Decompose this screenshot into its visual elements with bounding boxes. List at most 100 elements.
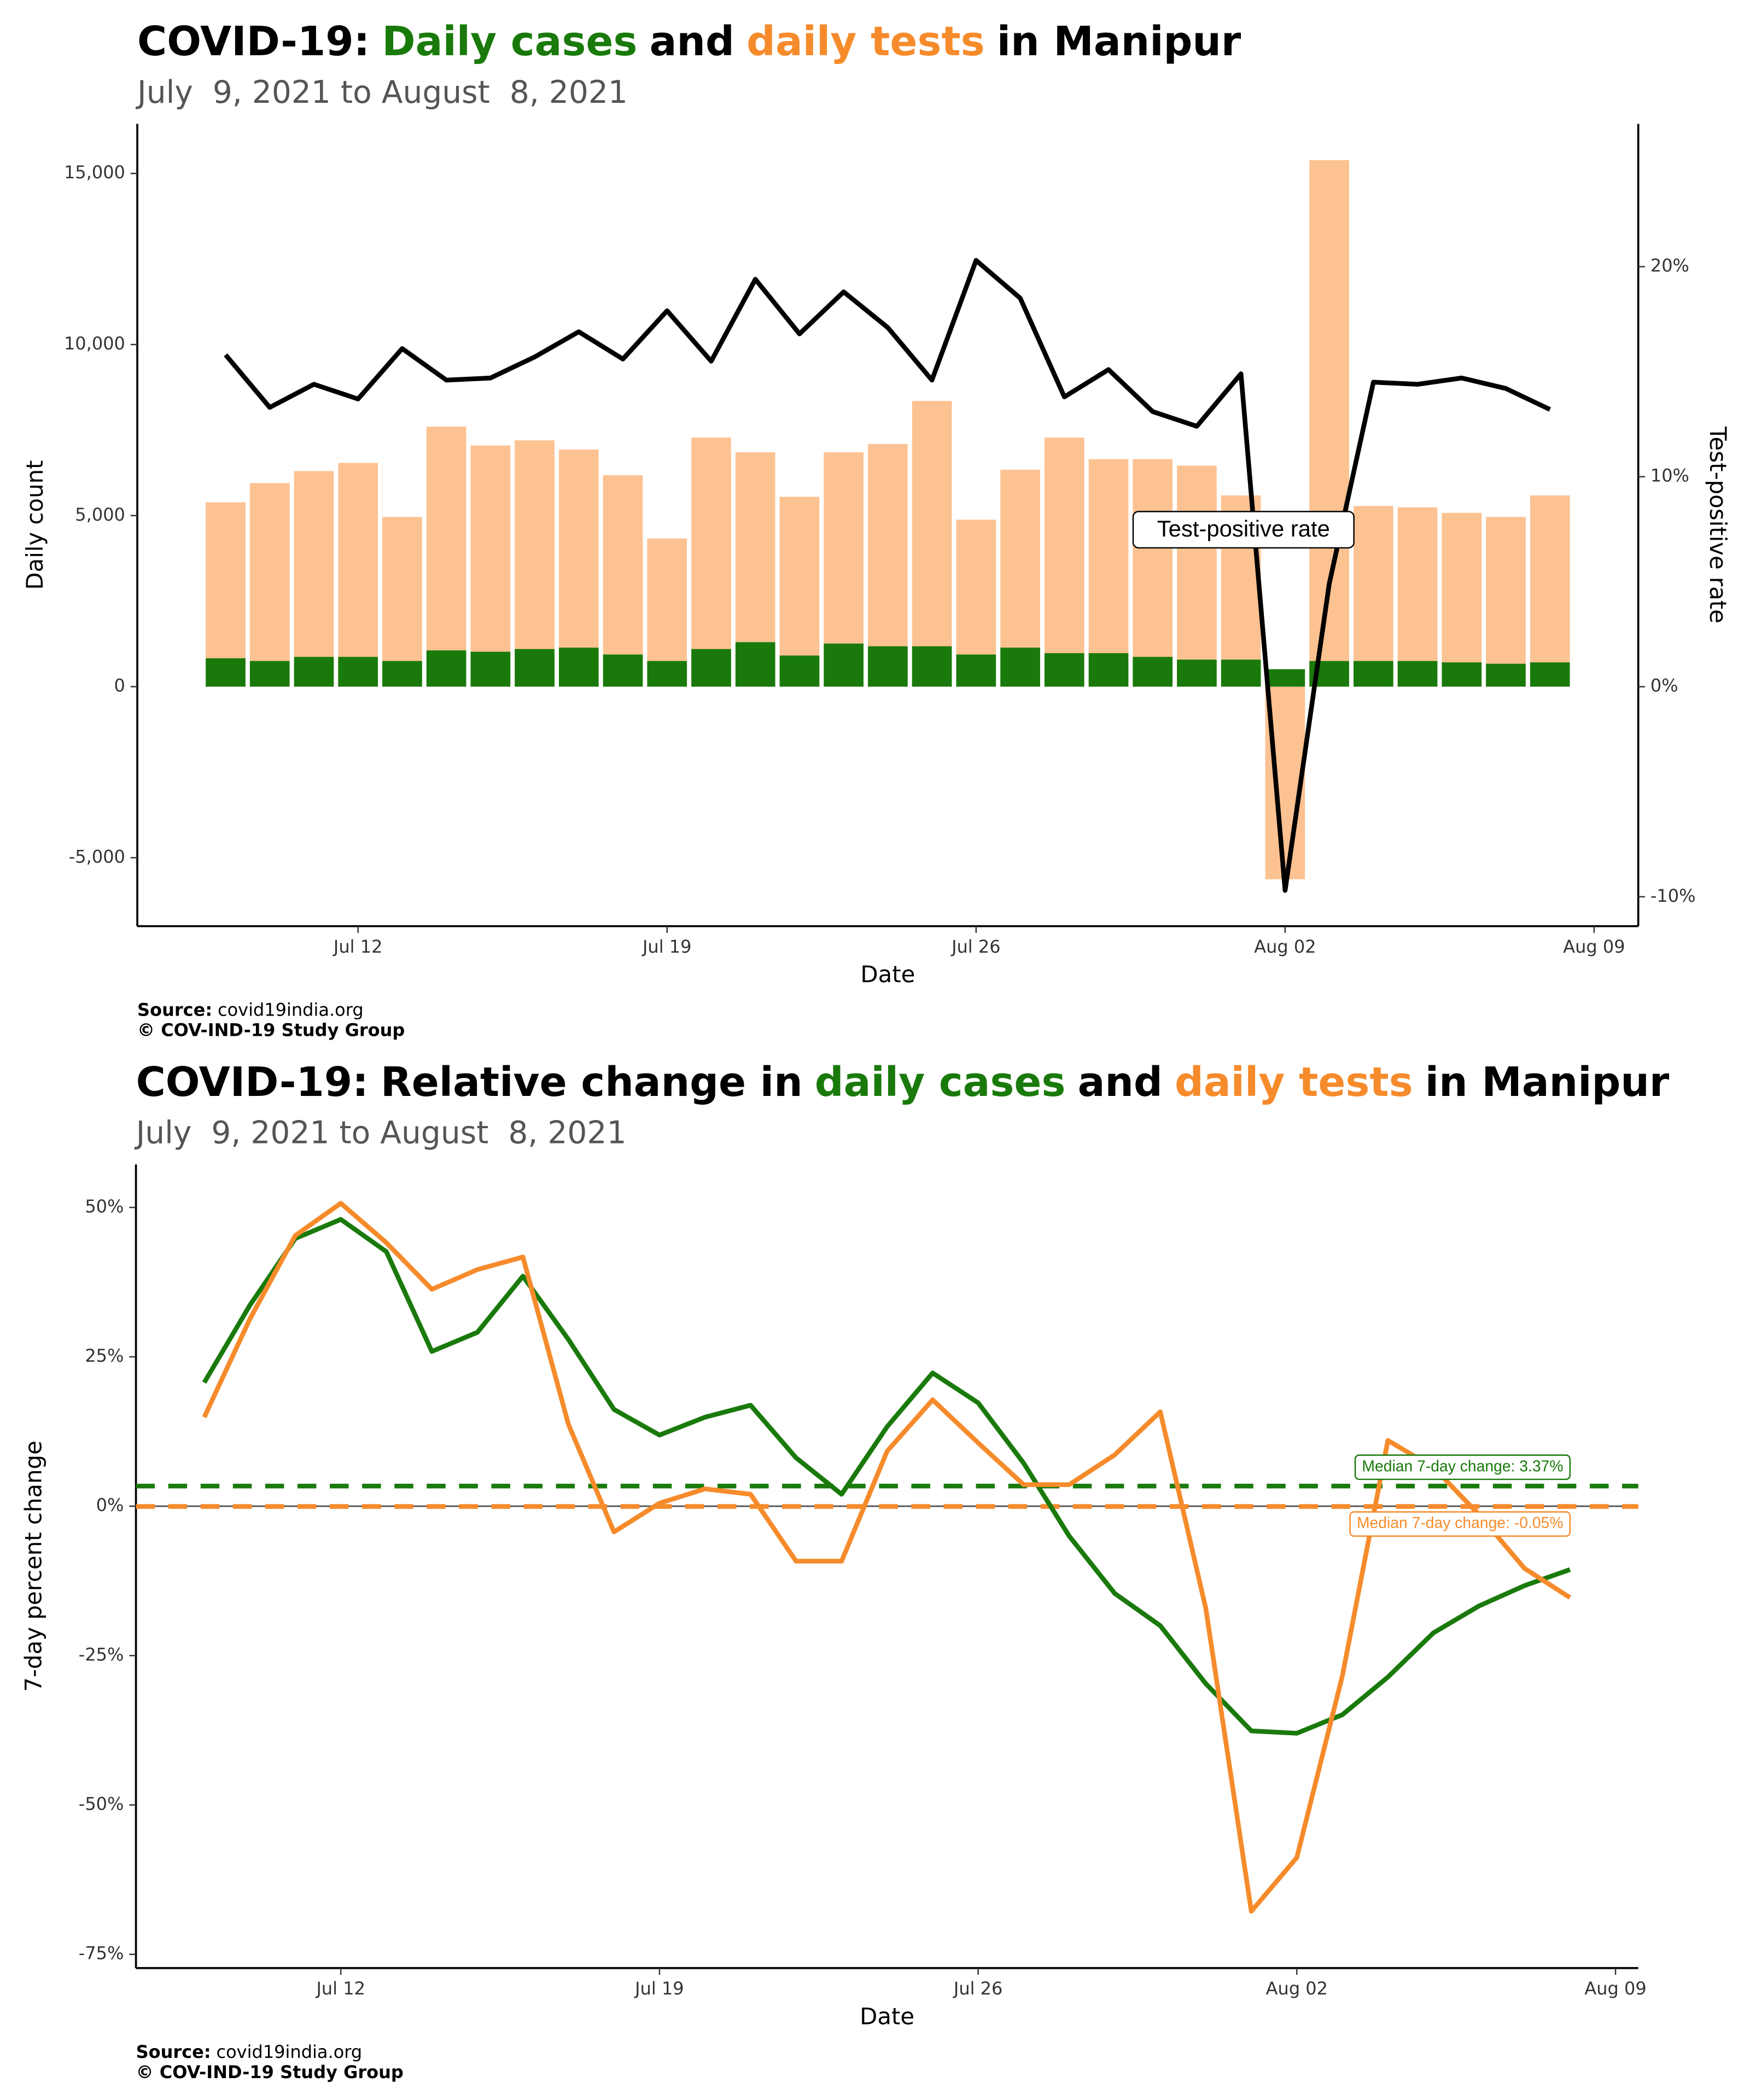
bar	[1265, 669, 1305, 687]
y-tick-label: 50%	[85, 1196, 124, 1217]
bar	[912, 401, 952, 687]
bar	[558, 648, 599, 687]
chart-title: COVID-19: Relative change in daily cases an…	[136, 1059, 1670, 1106]
bar	[1177, 465, 1217, 687]
y-tick-label: 25%	[85, 1345, 124, 1366]
chart: COVID-19: Relative change in daily cases an…	[20, 1059, 1669, 2082]
bar	[382, 661, 422, 687]
bar	[1000, 648, 1040, 687]
bar	[338, 463, 378, 687]
x-tick-label: Jul 19	[641, 936, 691, 957]
median-label: Median 7-day change: -0.05%	[1357, 1514, 1564, 1531]
y-axis-label: 7-day percent change	[20, 1440, 46, 1691]
line	[224, 258, 1551, 893]
median-label-box	[1354, 1454, 1571, 1480]
bar	[470, 445, 511, 687]
y-tick-label: 0	[114, 675, 125, 696]
source: Source: covid19india.org	[137, 1000, 364, 1020]
y2-tick-label: 10%	[1650, 465, 1689, 486]
y-tick-label: -5,000	[69, 846, 125, 867]
title-part: COVID-19:	[136, 1059, 369, 1106]
title-part: and	[1078, 1059, 1163, 1106]
x-tick-label: Jul 19	[634, 1978, 684, 1999]
title-part: COVID-19:	[137, 18, 370, 65]
median-label-box	[1349, 1511, 1571, 1537]
source-text: covid19india.org	[217, 2041, 363, 2062]
bar	[294, 471, 334, 687]
x-tick-label: Aug 02	[1266, 1978, 1328, 1999]
bar	[647, 661, 687, 687]
bar	[1530, 495, 1570, 687]
bar	[206, 658, 246, 687]
bar	[1442, 512, 1482, 687]
chart-title: COVID-19: Daily cases and daily tests in Man…	[137, 18, 1241, 65]
title-part: in Manipur	[997, 18, 1241, 65]
source-text: covid19india.org	[218, 1000, 364, 1020]
bar	[515, 440, 555, 687]
source-label: Source:	[136, 2041, 211, 2062]
chart: COVID-19: Daily cases and daily tests in Man…	[21, 18, 1731, 1040]
y-tick-label: 5,000	[75, 504, 125, 525]
y-tick-label: -50%	[79, 1793, 124, 1814]
source: Source: covid19india.org	[136, 2041, 363, 2062]
x-tick-label: Aug 09	[1563, 936, 1625, 957]
line	[202, 1200, 1572, 1914]
x-tick-label: Jul 26	[953, 1978, 1003, 1999]
bar	[515, 649, 555, 687]
y-tick-label: -75%	[79, 1943, 124, 1964]
bar	[1397, 661, 1438, 687]
y2-tick-label: 20%	[1650, 255, 1689, 276]
title-part: and	[650, 18, 734, 65]
bar	[558, 450, 599, 687]
bar	[249, 483, 290, 687]
y-axis-label: Daily count	[21, 460, 48, 590]
annotation: Test-positive rate	[1157, 516, 1330, 541]
copyright: © COV-IND-19 Study Group	[137, 1020, 405, 1041]
bar	[426, 650, 466, 687]
bar	[912, 646, 952, 687]
bar	[382, 517, 422, 687]
x-tick-label: Jul 12	[315, 1978, 365, 1999]
bar	[868, 646, 908, 687]
bar	[779, 655, 820, 687]
bar	[1044, 438, 1084, 687]
median-label: Median 7-day change: 3.37%	[1362, 1457, 1563, 1474]
y2-axis-label: Test-positive rate	[1705, 426, 1731, 623]
bar	[1354, 506, 1393, 687]
chart-subtitle: July 9, 2021 to August 8, 2021	[136, 74, 628, 110]
bar	[1530, 662, 1570, 687]
x-tick-label: Aug 02	[1254, 936, 1316, 957]
title-part: Daily cases	[382, 18, 637, 65]
x-axis-label: Date	[860, 2003, 914, 2029]
y-tick-label: -25%	[79, 1644, 124, 1665]
title-part: in Manipur	[1425, 1059, 1670, 1106]
annotation-box	[1132, 511, 1355, 549]
bar	[735, 642, 775, 687]
bar	[1133, 459, 1173, 687]
bar	[1486, 517, 1526, 687]
bar	[426, 427, 466, 687]
bar	[691, 438, 731, 687]
bar	[1221, 660, 1261, 687]
bar	[1309, 160, 1349, 687]
bar	[956, 654, 996, 687]
bar	[1486, 663, 1526, 687]
bar	[1044, 653, 1084, 687]
x-axis-label: Date	[860, 961, 915, 988]
bar	[824, 643, 864, 687]
bar	[603, 654, 643, 687]
source-label: Source:	[137, 1000, 212, 1020]
bar	[779, 497, 820, 687]
bar	[470, 651, 511, 687]
y-tick-label: 0%	[96, 1495, 124, 1515]
copyright: © COV-IND-19 Study Group	[136, 2062, 404, 2082]
bar	[603, 475, 643, 687]
title-part: daily tests	[1175, 1059, 1413, 1106]
y2-tick-label: 0%	[1650, 675, 1678, 696]
bar	[1442, 662, 1482, 687]
bar	[1088, 653, 1129, 687]
line	[202, 1217, 1571, 1736]
chart-subtitle: July 9, 2021 to August 8, 2021	[135, 1115, 627, 1151]
x-tick-label: Jul 26	[950, 936, 1001, 957]
